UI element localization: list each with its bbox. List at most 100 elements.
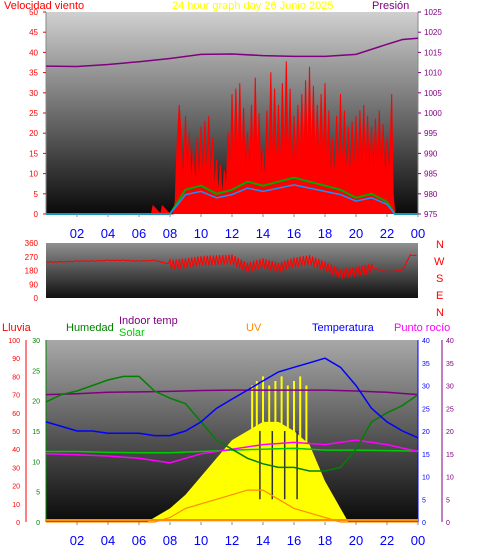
wind-y-tick-label: 20 [29, 129, 38, 138]
temp-y-tick-label-2: 10 [446, 475, 454, 482]
temp-x-tick-label: 22 [380, 533, 394, 548]
humidity-label: Humedad [66, 322, 114, 334]
wind-x-tick-label: 00 [411, 226, 425, 241]
temp-x-tick-label: 16 [287, 533, 301, 548]
wind-x-tick-label: 08 [163, 226, 177, 241]
temp-y-tick-label: 35 [422, 361, 430, 368]
temp-x-tick-label: 14 [256, 533, 270, 548]
temp-y-tick-label-2: 5 [446, 497, 450, 504]
chart-title: 24 hour graph day 26 Junio 2025 [172, 0, 333, 12]
temp-y-tick-label: 10 [422, 475, 430, 482]
humidity-y-tick-label: 5 [36, 490, 40, 497]
compass-e: E [436, 290, 443, 302]
temp-series-group [45, 357, 419, 523]
dewpoint-label: Punto rocío [394, 322, 450, 334]
wind-y-tick-label: 30 [29, 89, 38, 98]
wind-y-tick-label: 50 [29, 8, 38, 17]
temp-y-tick-label: 40 [422, 338, 430, 345]
wind-x-tick-label: 12 [225, 226, 239, 241]
wind-x-tick-label: 10 [194, 226, 208, 241]
temp-x-tick-label: 00 [411, 533, 425, 548]
rain-y-tick-label: 30 [12, 465, 20, 472]
temperature-label: Temperatura [312, 322, 375, 334]
direction-y-tick-label: 0 [34, 294, 39, 303]
wind-x-tick-label: 14 [256, 226, 270, 241]
wind-y-tick-label: 45 [29, 28, 38, 37]
rain-y-tick-label: 50 [12, 429, 20, 436]
temp-y-tick-label: 15 [422, 452, 430, 459]
solar-radiation-area [46, 421, 418, 522]
wind-y-tick-label: 35 [29, 69, 38, 78]
humidity-y-tick-label: 20 [32, 399, 40, 406]
rain-y-tick-label: 10 [12, 502, 20, 509]
wind-y-tick-label: 40 [29, 48, 38, 57]
pressure-y-tick-label: 1010 [424, 69, 442, 78]
solar-label: Solar [119, 327, 145, 339]
wind-x-tick-label: 20 [349, 226, 363, 241]
pressure-label: Presión [372, 0, 409, 12]
pressure-y-tick-label: 990 [424, 149, 438, 158]
rain-y-tick-label: 20 [12, 484, 20, 491]
pressure-y-tick-label: 1000 [424, 109, 442, 118]
temp-x-tick-label: 10 [194, 533, 208, 548]
direction-series-group [45, 253, 417, 279]
pressure-y-tick-label: 1020 [424, 28, 442, 37]
pressure-y-tick-label: 1025 [424, 8, 442, 17]
wind-direction-line [45, 253, 417, 279]
temp-y-tick-label: 25 [422, 406, 430, 413]
temp-y-tick-label-2: 40 [446, 338, 454, 345]
rain-label: Lluvia [2, 322, 32, 334]
pressure-line [45, 37, 419, 68]
pressure-y-tick-label: 975 [424, 210, 438, 219]
wind-y-tick-label: 0 [34, 210, 39, 219]
direction-y-tick-label: 270 [25, 253, 39, 262]
wind-y-tick-label: 5 [34, 190, 39, 199]
wind-x-tick-label: 18 [318, 226, 332, 241]
temp-x-tick-label: 20 [349, 533, 363, 548]
compass-n-bottom: N [436, 307, 444, 319]
temp-y-tick-label: 0 [422, 520, 426, 527]
direction-y-tick-label: 360 [25, 239, 39, 248]
temp-y-tick-label-2: 25 [446, 406, 454, 413]
temp-y-tick-label: 30 [422, 384, 430, 391]
wind-y-tick-label: 15 [29, 149, 38, 158]
pressure-y-tick-label: 1015 [424, 48, 442, 57]
pressure-y-tick-label: 985 [424, 170, 438, 179]
temp-y-tick-label-2: 0 [446, 520, 450, 527]
pressure-y-tick-label: 1005 [424, 89, 442, 98]
indoor-temp-line [45, 389, 419, 396]
rain-y-tick-label: 60 [12, 411, 20, 418]
rain-y-tick-label: 90 [12, 356, 20, 363]
compass-s: S [436, 273, 443, 285]
temp-x-tick-label: 02 [70, 533, 84, 548]
humidity-y-tick-label: 30 [32, 338, 40, 345]
rain-y-tick-label: 100 [8, 338, 20, 345]
humidity-y-tick-label: 0 [36, 520, 40, 527]
wind-y-tick-label: 10 [29, 170, 38, 179]
temp-y-tick-label: 20 [422, 429, 430, 436]
compass-w: W [434, 256, 445, 268]
temp-y-tick-label-2: 35 [446, 361, 454, 368]
temp-x-tick-label: 08 [163, 533, 177, 548]
temp-x-tick-label: 04 [101, 533, 115, 548]
rain-y-tick-label: 0 [16, 520, 20, 527]
direction-y-tick-label: 90 [29, 280, 38, 289]
temp-x-tick-label: 18 [318, 533, 332, 548]
direction-y-tick-label: 180 [25, 267, 39, 276]
temp-y-tick-label-2: 20 [446, 429, 454, 436]
temp-y-tick-label-2: 30 [446, 384, 454, 391]
pressure-y-tick-label: 995 [424, 129, 438, 138]
humidity-line [45, 375, 419, 472]
pressure-y-tick-label: 980 [424, 190, 438, 199]
rain-y-tick-label: 80 [12, 374, 20, 381]
indoor-temp-label: Indoor temp [119, 315, 178, 327]
uv-label: UV [246, 322, 262, 334]
humidity-y-tick-label: 10 [32, 459, 40, 466]
axis-ticks-group: 0510152025303540455097598098599099510001… [8, 8, 454, 548]
wind-avg-line [46, 184, 418, 215]
temp-y-tick-label-2: 15 [446, 452, 454, 459]
temp-x-tick-label: 12 [225, 533, 239, 548]
wind-x-tick-label: 16 [287, 226, 301, 241]
humidity-y-tick-label: 15 [32, 429, 40, 436]
